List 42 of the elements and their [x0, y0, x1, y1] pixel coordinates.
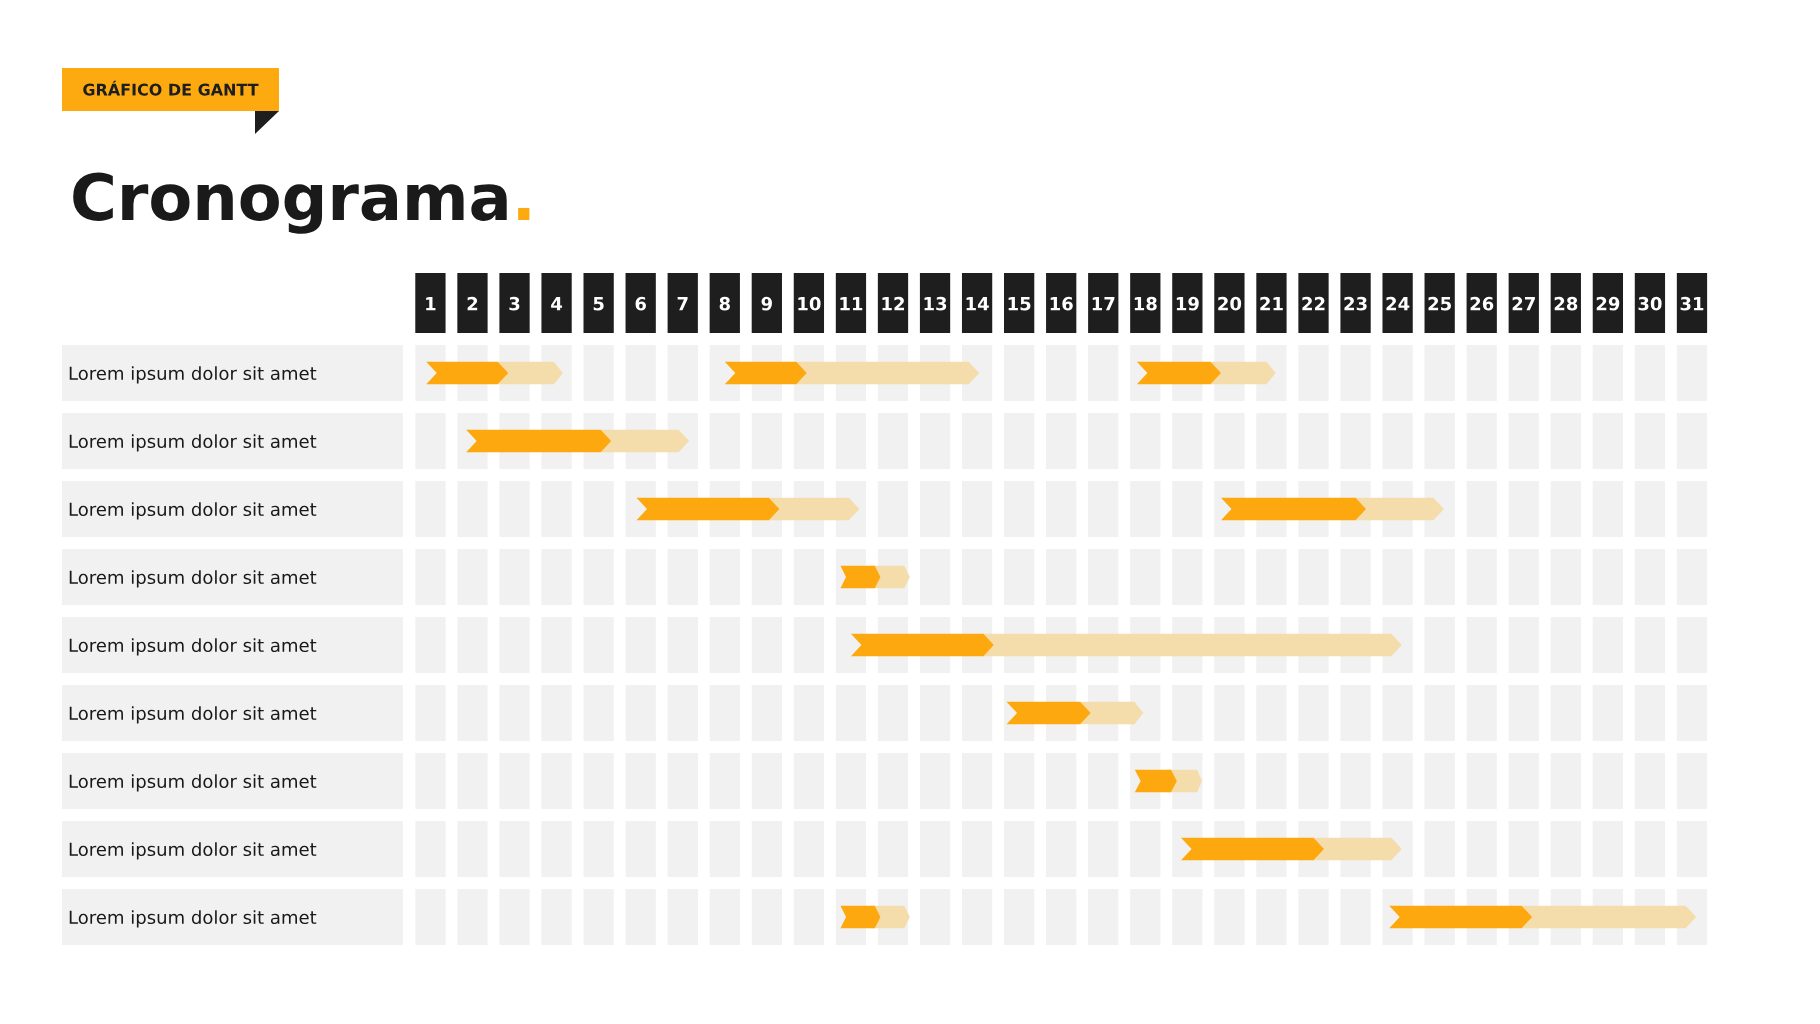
x-tick-label: 28 [1554, 296, 1578, 311]
x-tick-label: 11 [840, 297, 863, 311]
x-tick-label: 13 [924, 296, 947, 311]
y-tick-label: Lorem ipsum dolor sit amet [69, 638, 317, 656]
x-tick-label: 14 [966, 297, 989, 311]
x-tick-label: 31 [1680, 296, 1704, 311]
x-tick-label: 20 [1218, 296, 1242, 311]
x-tick-label: 6 [635, 296, 646, 311]
x-tick-label: 10 [798, 296, 821, 311]
text: GRÁFICO DE GANTT [83, 80, 259, 96]
chart-title: Cronograma. [73, 172, 530, 234]
y-tick-label: Lorem ipsum dolor sit amet [69, 366, 317, 384]
x-tick-label: 27 [1512, 296, 1535, 311]
x-tick-label: 15 [1008, 297, 1031, 311]
x-tick-label: 16 [1050, 296, 1073, 311]
y-tick-label: Lorem ipsum dolor sit amet [69, 842, 317, 860]
x-tick-label: 24 [1386, 296, 1410, 311]
x-tick-label: 30 [1638, 296, 1662, 311]
x-tick-label: 25 [1428, 296, 1451, 311]
x-tick-label: 2 [467, 296, 478, 311]
y-tick-label: Lorem ipsum dolor sit amet [69, 774, 317, 792]
x-tick-label: 22 [1302, 296, 1325, 311]
x-tick-label: 29 [1596, 296, 1620, 311]
x-tick-label: 4 [551, 297, 563, 311]
x-tick-label: 7 [677, 297, 688, 311]
x-tick-label: 3 [509, 296, 520, 311]
y-tick-label: Lorem ipsum dolor sit amet [69, 570, 317, 588]
x-tick-label: 18 [1134, 296, 1157, 311]
x-tick-label: 23 [1344, 296, 1367, 311]
x-tick-label: 5 [593, 297, 604, 311]
x-tick-label: 21 [1260, 296, 1283, 311]
x-tick-label: 1 [426, 297, 436, 311]
x-tick-label: 12 [882, 296, 904, 311]
y-tick-label: Lorem ipsum dolor sit amet [69, 910, 317, 928]
x-tick-label: 26 [1470, 296, 1494, 311]
x-tick-label: 19 [1176, 296, 1199, 311]
y-tick-label: Lorem ipsum dolor sit amet [69, 502, 317, 520]
x-tick-label: 8 [719, 296, 730, 311]
y-tick-label: Lorem ipsum dolor sit amet [69, 434, 317, 452]
y-tick-label: Lorem ipsum dolor sit amet [69, 706, 317, 724]
x-tick-label: 9 [761, 296, 772, 311]
x-tick-label: 17 [1092, 297, 1115, 311]
